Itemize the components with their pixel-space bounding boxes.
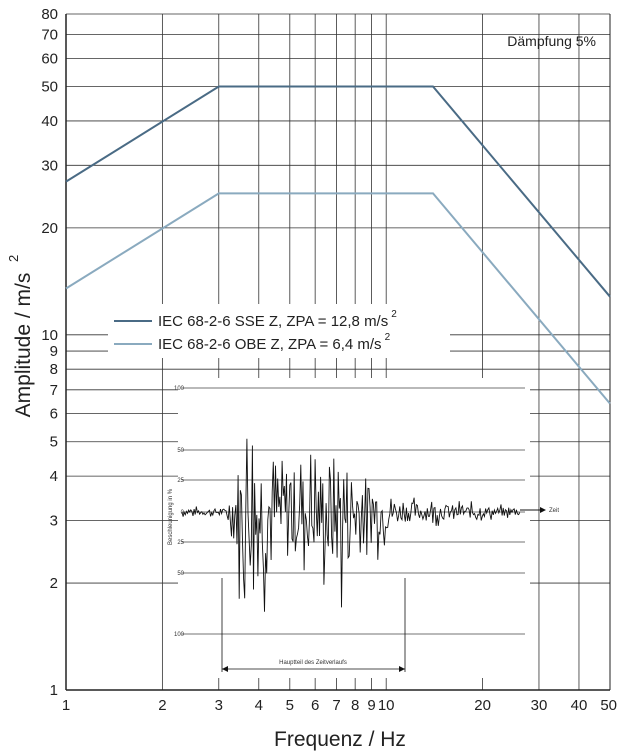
x-tick-label: 3 — [215, 697, 223, 714]
inset-tick-label: 0 — [181, 510, 185, 516]
series-line-sse — [65, 85, 611, 298]
legend-label-sse-sup: 2 — [391, 309, 397, 320]
y-tick-label: 40 — [41, 113, 58, 130]
x-tick-label: 50 — [600, 697, 617, 714]
plot-frame — [65, 14, 611, 691]
y-tick-label: 30 — [41, 157, 58, 174]
y-axis-label: Amplitude / m/s — [12, 273, 35, 418]
legend-label-obe: IEC 68-2-6 OBE Z, ZPA = 6,4 m/s — [158, 336, 382, 353]
inset-tick-label: 25 — [177, 540, 184, 546]
damping-annotation: Dämpfung 5% — [507, 33, 596, 49]
inset-tick-label: 50 — [177, 448, 184, 454]
y-tick-label: 70 — [41, 27, 58, 44]
time-arrow-head — [540, 507, 546, 513]
y-tick-label: 4 — [50, 468, 58, 485]
y-tick-label: 10 — [41, 327, 58, 344]
bracket-arrow-right — [399, 666, 405, 672]
x-tick-label: 30 — [531, 697, 548, 714]
acceleration-time-history — [181, 438, 521, 612]
time-history-inset: 100 50 25 0 25 50 100 Beschleunigung in % Zeit… — [168, 378, 559, 678]
y-tick-label: 3 — [50, 513, 58, 530]
x-tick-label: 10 — [378, 697, 395, 714]
y-tick-label: 60 — [41, 50, 58, 67]
legend-label-sse: IEC 68-2-6 SSE Z, ZPA = 12,8 m/s — [158, 313, 388, 330]
x-tick-label: 20 — [474, 697, 491, 714]
y-tick-label: 20 — [41, 220, 58, 237]
y-tick-label: 80 — [41, 6, 58, 23]
inset-tick-labels: 100 50 25 0 25 50 100 — [174, 386, 185, 638]
inset-tick-label: 25 — [177, 478, 184, 484]
x-axis-label: Frequenz / Hz — [274, 728, 406, 751]
inset-time-label: Zeit — [549, 508, 559, 514]
y-tick-label: 8 — [50, 361, 58, 378]
series-lines — [65, 85, 611, 405]
y-tick-label: 9 — [50, 343, 58, 360]
y-tick-label: 1 — [50, 682, 58, 699]
inset-gridlines — [182, 387, 525, 635]
inset-tick-label: 100 — [174, 386, 185, 392]
x-tick-label: 2 — [158, 697, 166, 714]
x-tick-label: 1 — [62, 697, 70, 714]
inset-bracket-label: Hauptteil des Zeitverlaufs — [279, 660, 347, 666]
bracket-arrow-left — [222, 666, 228, 672]
y-tick-label: 50 — [41, 79, 58, 96]
x-tick-label: 7 — [332, 697, 340, 714]
x-tick-labels: 1 2 3 4 5 6 7 8 9 10 20 30 40 50 — [62, 697, 617, 714]
x-tick-label: 40 — [571, 697, 588, 714]
x-tick-label: 4 — [255, 697, 263, 714]
y-axis-label-group: Amplitude / m/s — [12, 273, 35, 418]
series-line-obe — [65, 192, 611, 405]
y-tick-label: 7 — [50, 382, 58, 399]
x-tick-label: 9 — [367, 697, 375, 714]
inset-tick-label: 100 — [174, 632, 185, 638]
y-tick-label: 6 — [50, 406, 58, 423]
legend: IEC 68-2-6 SSE Z, ZPA = 12,8 m/s 2 IEC 6… — [108, 304, 450, 358]
inset-y-axis-label: Beschleunigung in % — [168, 488, 174, 545]
y-axis-label-sup: 2 — [6, 255, 21, 262]
y-tick-label: 5 — [50, 434, 58, 451]
y-tick-label: 2 — [50, 575, 58, 592]
x-tick-label: 6 — [311, 697, 319, 714]
legend-label-obe-sup: 2 — [385, 332, 391, 343]
legend-background — [108, 304, 450, 358]
x-tick-label: 8 — [351, 697, 359, 714]
x-tick-label: 5 — [286, 697, 294, 714]
inset-tick-label: 50 — [177, 571, 184, 577]
